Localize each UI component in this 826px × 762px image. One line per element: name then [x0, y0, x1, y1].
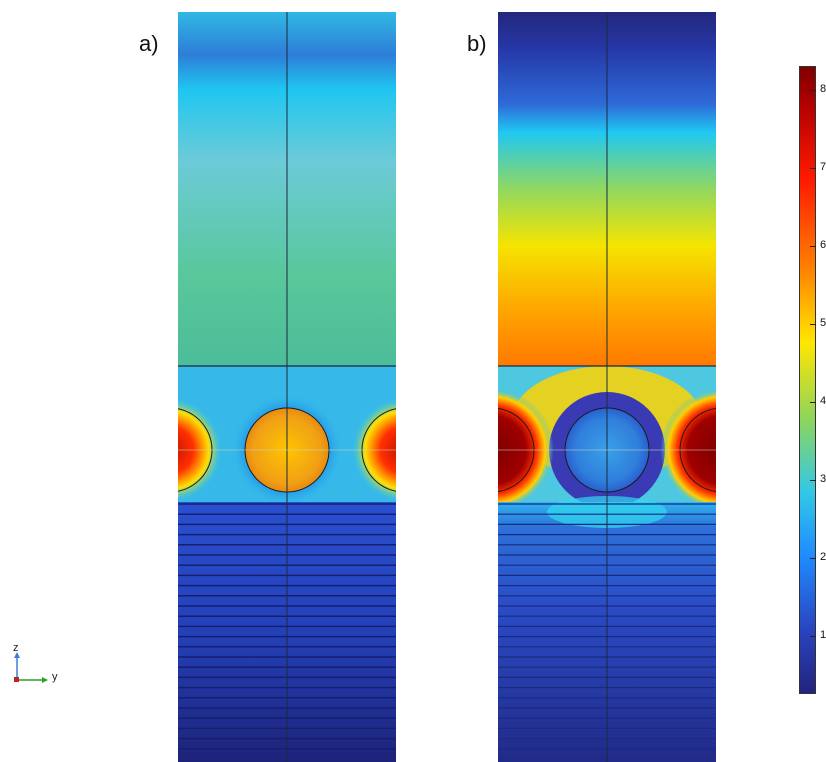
- y-axis-label: y: [52, 671, 58, 683]
- colorbar-tick-label: 3: [820, 473, 826, 485]
- colorbar-tick-mark: [810, 168, 816, 169]
- colorbar-tick-label: 6: [820, 239, 826, 251]
- colorbar-tick-mark: [810, 480, 816, 481]
- colorbar: [799, 66, 816, 694]
- colorbar-tick-label: 1: [820, 629, 826, 641]
- field-plot-b: [498, 12, 716, 762]
- colorbar-tick-mark: [810, 90, 816, 91]
- field-plot-a: [178, 12, 396, 762]
- colorbar-tick-mark: [810, 558, 816, 559]
- colorbar-tick-label: 4: [820, 395, 826, 407]
- colorbar-tick-label: 8: [820, 83, 826, 95]
- colorbar-tick-label: 7: [820, 161, 826, 173]
- colorbar-tick-mark: [810, 402, 816, 403]
- colorbar-tick-label: 2: [820, 551, 826, 563]
- z-axis-label: z: [13, 642, 19, 654]
- panel-b-label: b): [467, 31, 487, 56]
- colorbar-tick-mark: [810, 324, 816, 325]
- colorbar-tick-mark: [810, 636, 816, 637]
- panel-a-label: a): [139, 31, 159, 56]
- axis-triad: z y: [8, 642, 72, 684]
- colorbar-tick-label: 5: [820, 317, 826, 329]
- colorbar-tick-mark: [810, 246, 816, 247]
